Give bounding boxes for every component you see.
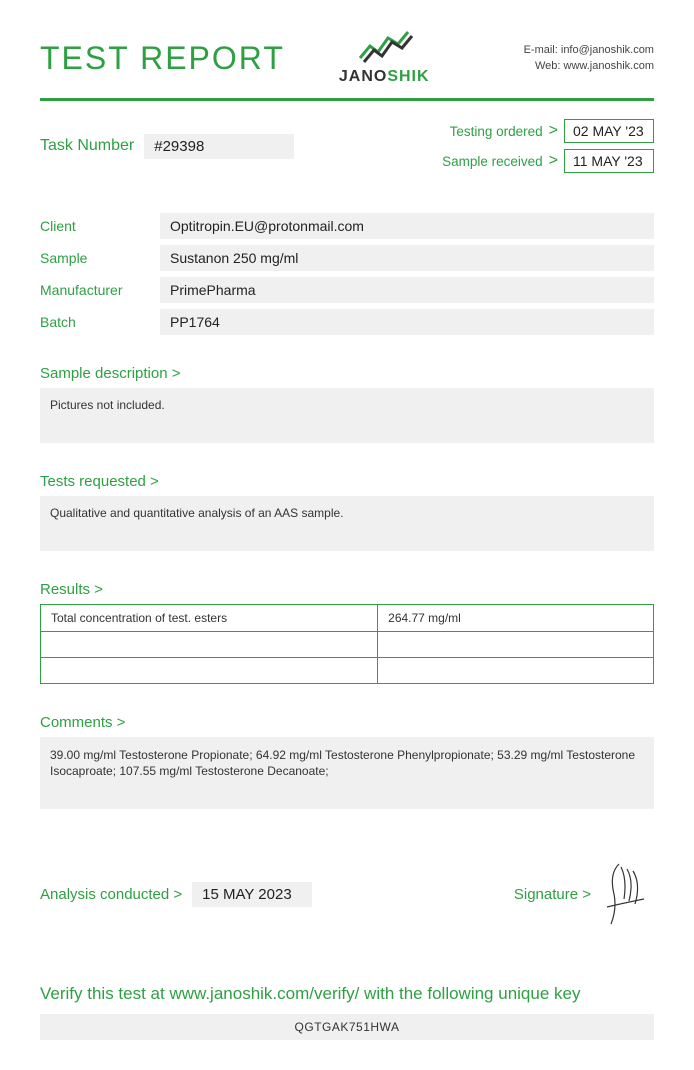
manufacturer-value: PrimePharma — [160, 277, 654, 303]
ordered-row: Testing ordered > 02 MAY '23 — [442, 119, 654, 143]
header: TEST REPORT JANOSHIK E-mail: info@janosh… — [40, 30, 654, 98]
batch-row: Batch PP1764 — [40, 309, 654, 335]
result-name: Total concentration of test. esters — [41, 605, 378, 632]
dates-column: Testing ordered > 02 MAY '23 Sample rece… — [442, 119, 654, 173]
arrow-icon: > — [549, 122, 558, 140]
ordered-date: 02 MAY '23 — [564, 119, 654, 143]
received-label: Sample received — [442, 154, 543, 169]
analysis-block: Analysis conducted > 15 MAY 2023 — [40, 882, 312, 907]
contact-info: E-mail: info@janoshik.com Web: www.janos… — [524, 42, 654, 75]
analysis-label: Analysis conducted > — [40, 886, 182, 903]
ordered-label: Testing ordered — [450, 124, 543, 139]
tests-requested-text: Qualitative and quantitative analysis of… — [40, 496, 654, 551]
footer-row: Analysis conducted > 15 MAY 2023 Signatu… — [40, 859, 654, 929]
client-value: Optitropin.EU@protonmail.com — [160, 213, 654, 239]
signature-block: Signature > — [514, 859, 654, 929]
task-number-block: Task Number #29398 — [40, 119, 294, 173]
unique-key: QGTGAK751HWA — [40, 1014, 654, 1040]
client-label: Client — [40, 218, 160, 234]
task-number-value: #29398 — [144, 134, 294, 159]
client-row: Client Optitropin.EU@protonmail.com — [40, 213, 654, 239]
batch-label: Batch — [40, 314, 160, 330]
task-number-label: Task Number — [40, 137, 134, 155]
tests-requested-label: Tests requested > — [40, 473, 654, 490]
details-block: Client Optitropin.EU@protonmail.com Samp… — [40, 213, 654, 335]
task-date-row: Task Number #29398 Testing ordered > 02 … — [40, 119, 654, 173]
result-value: 264.77 mg/ml — [378, 605, 654, 632]
table-row — [41, 632, 654, 658]
verify-text: Verify this test at www.janoshik.com/ver… — [40, 984, 654, 1004]
results-label: Results > — [40, 581, 654, 598]
results-table: Total concentration of test. esters 264.… — [40, 604, 654, 684]
report-page: TEST REPORT JANOSHIK E-mail: info@janosh… — [0, 0, 694, 1070]
table-row — [41, 658, 654, 684]
analysis-date: 15 MAY 2023 — [192, 882, 312, 907]
batch-value: PP1764 — [160, 309, 654, 335]
brand-logo: JANOSHIK — [339, 30, 430, 86]
signature-label: Signature > — [514, 886, 591, 903]
logo-text: JANOSHIK — [339, 68, 430, 86]
manufacturer-label: Manufacturer — [40, 282, 160, 298]
sample-desc-label: Sample description > — [40, 365, 654, 382]
signature-icon — [599, 859, 654, 929]
header-divider — [40, 98, 654, 101]
report-title: TEST REPORT — [40, 40, 285, 77]
logo-chart-icon — [354, 30, 414, 66]
sample-value: Sustanon 250 mg/ml — [160, 245, 654, 271]
comments-text: 39.00 mg/ml Testosterone Propionate; 64.… — [40, 737, 654, 809]
arrow-icon: > — [549, 152, 558, 170]
sample-label: Sample — [40, 250, 160, 266]
sample-row: Sample Sustanon 250 mg/ml — [40, 245, 654, 271]
table-row: Total concentration of test. esters 264.… — [41, 605, 654, 632]
manufacturer-row: Manufacturer PrimePharma — [40, 277, 654, 303]
sample-desc-text: Pictures not included. — [40, 388, 654, 443]
comments-label: Comments > — [40, 714, 654, 731]
received-date: 11 MAY '23 — [564, 149, 654, 173]
received-row: Sample received > 11 MAY '23 — [442, 149, 654, 173]
